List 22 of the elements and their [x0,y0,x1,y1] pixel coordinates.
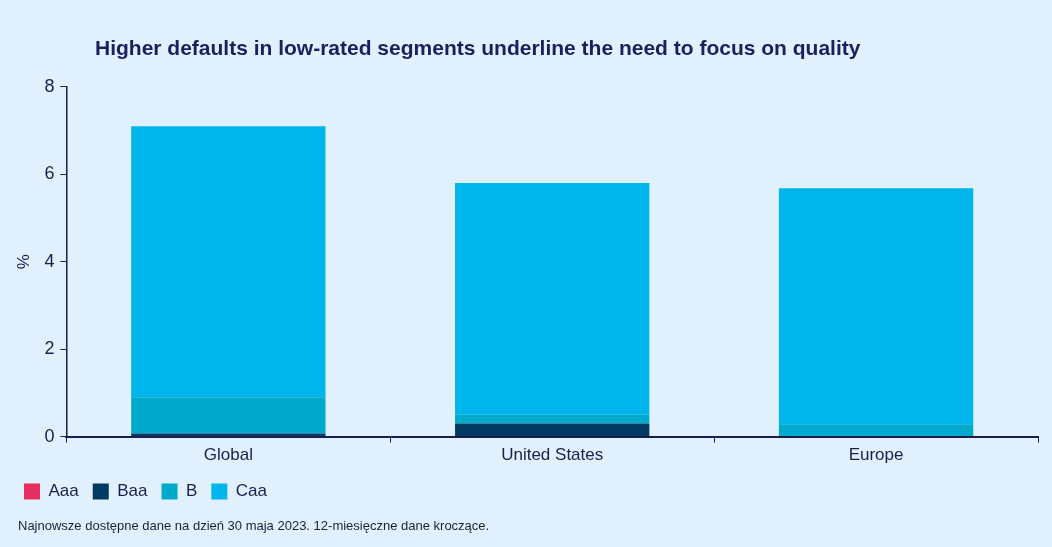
legend-label: Baa [117,481,149,501]
x-tick-label: United States [501,445,604,465]
bar [455,423,650,437]
bar [131,397,326,434]
y-axis-title: % [13,254,33,270]
text: Najnowsze dostępne dane na dzień 30 maja 2023. 12-miesięczne dane kroczące. [18,518,490,533]
x-tick-label: Global [203,445,253,465]
y-tick-label: 0 [44,425,55,446]
y-tick-label: 2 [44,338,55,359]
y-tick-label: 8 [44,75,55,96]
bar [131,126,326,398]
y-tick-label: 4 [44,250,55,271]
x-tick-label: Europe [848,445,904,465]
legend-label: Caa [235,481,268,501]
legend-label: B [186,481,198,501]
y-tick-label: 6 [44,163,55,184]
chart-title: Higher defaults in low-rated segments underline the need to focus on quality [95,36,861,60]
bar [455,414,650,424]
legend-label: Aaa [48,481,80,501]
bar [778,188,974,425]
bar [455,183,650,415]
bar [778,424,974,437]
